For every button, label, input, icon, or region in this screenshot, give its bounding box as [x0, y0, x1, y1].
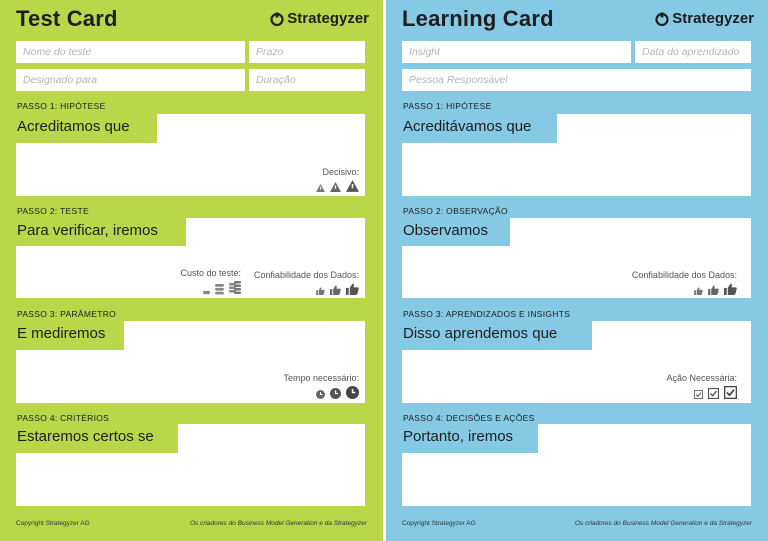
clock-icon[interactable] [316, 390, 325, 399]
criteria-box[interactable]: Estaremos certos se [16, 424, 365, 506]
thumbs-up-icon[interactable] [724, 283, 737, 295]
learning-card-title: Learning Card [402, 6, 554, 31]
checkbox-icon[interactable] [694, 390, 703, 399]
test-prompt: Para verificar, iremos [16, 218, 186, 246]
metric-box[interactable]: E mediremos Tempo necessário: [16, 321, 365, 403]
test-card: Test Card Strategyzer Nome do teste Praz… [0, 0, 383, 541]
test-name-field[interactable]: Nome do teste [16, 41, 245, 63]
decisions-box[interactable]: Portanto, iremos [402, 424, 751, 506]
learnings-box[interactable]: Disso aprendemos que Ação Necessária: [402, 321, 751, 403]
data-reliability-meter: Confiabilidade dos Dados: [254, 270, 359, 295]
copyright-text: Copyright Strategyzer AG [402, 520, 476, 527]
insight-field[interactable]: Insight [402, 41, 631, 63]
data-reliability-meter: Confiabilidade dos Dados: [632, 270, 737, 295]
hypothesis-prompt: Acreditamos que [16, 114, 157, 143]
step-3-label: PASSO 3: PARÂMETRO [17, 309, 117, 319]
step-4-label: PASSO 4: DECISÕES E AÇÕES [403, 413, 535, 423]
test-card-title: Test Card [16, 6, 118, 31]
time-required-meter: Tempo necessário: [283, 373, 359, 399]
checkbox-icon[interactable] [708, 388, 719, 399]
checkbox-icon[interactable] [724, 386, 737, 399]
duration-field[interactable]: Duração [249, 69, 365, 91]
deadline-field[interactable]: Prazo [249, 41, 365, 63]
step-4-label: PASSO 4: CRITÉRIOS [17, 413, 110, 423]
hypothesis-prompt: Acreditávamos que [402, 114, 557, 143]
metric-prompt: E mediremos [16, 321, 124, 350]
learning-card: Learning Card Strategyzer Insight Data d… [386, 0, 768, 541]
thumbs-up-icon[interactable] [708, 285, 719, 295]
strategyzer-logo-icon [270, 12, 284, 26]
creators-text: Os criadores do Business Model Generatio… [574, 520, 752, 527]
step-2-label: PASSO 2: TESTE [17, 206, 89, 216]
observation-box[interactable]: Observamos Confiabilidade dos Dados: [402, 218, 751, 298]
learning-card-footer: Copyright Strategyzer AG Os criadores do… [402, 520, 752, 527]
test-cost-meter: Custo do teste: [180, 268, 241, 295]
criteria-prompt: Estaremos certos se [16, 424, 178, 453]
step-1-label: PASSO 1: HIPÓTESE [17, 101, 106, 111]
data-reliability-label: Confiabilidade dos Dados: [253, 270, 359, 280]
observation-prompt: Observamos [402, 218, 510, 246]
copyright-text: Copyright Strategyzer AG [16, 520, 90, 527]
responsible-person-field[interactable]: Pessoa Responsável [402, 69, 751, 91]
clock-icon[interactable] [346, 386, 359, 399]
thumbs-up-icon[interactable] [346, 283, 359, 295]
step-1-label: PASSO 1: HIPÓTESE [403, 101, 492, 111]
brand-name: Strategyzer [287, 10, 369, 27]
test-card-footer: Copyright Strategyzer AG Os criadores do… [16, 520, 367, 527]
warning-icon[interactable] [330, 182, 341, 192]
decisions-prompt: Portanto, iremos [402, 424, 538, 453]
brand-name: Strategyzer [672, 10, 754, 27]
critical-label: Decisivo: [322, 167, 359, 177]
test-box[interactable]: Para verificar, iremos Custo do teste: C… [16, 218, 365, 298]
action-required-label: Ação Necessária: [666, 373, 737, 383]
coin-stack-icon[interactable] [229, 281, 241, 295]
strategyzer-logo: Strategyzer [655, 10, 754, 27]
coin-stack-icon[interactable] [203, 290, 210, 295]
step-3-label: PASSO 3: APRENDIZADOS E INSIGHTS [403, 309, 571, 319]
step-2-label: PASSO 2: OBSERVAÇÃO [403, 206, 508, 216]
hypothesis-box[interactable]: Acreditávamos que [402, 114, 751, 196]
action-required-meter: Ação Necessária: [666, 373, 737, 399]
creators-text: Os criadores do Business Model Generatio… [189, 520, 367, 527]
test-cost-label: Custo do teste: [180, 268, 241, 278]
time-required-label: Tempo necessário: [283, 373, 359, 383]
warning-icon[interactable] [346, 180, 359, 192]
thumbs-up-icon[interactable] [316, 287, 325, 295]
hypothesis-box[interactable]: Acreditamos que Decisivo: [16, 114, 365, 196]
learning-date-field[interactable]: Data do aprendizado [635, 41, 751, 63]
coin-stack-icon[interactable] [215, 284, 224, 295]
thumbs-up-icon[interactable] [694, 287, 703, 295]
clock-icon[interactable] [330, 388, 341, 399]
learnings-prompt: Disso aprendemos que [402, 321, 592, 350]
critical-meter: Decisivo: [316, 167, 359, 192]
warning-icon[interactable] [316, 184, 325, 192]
strategyzer-logo: Strategyzer [270, 10, 369, 27]
assigned-to-field[interactable]: Designado para [16, 69, 245, 91]
strategyzer-logo-icon [655, 12, 669, 26]
thumbs-up-icon[interactable] [330, 285, 341, 295]
data-reliability-label: Confiabilidade dos Dados: [631, 270, 737, 280]
